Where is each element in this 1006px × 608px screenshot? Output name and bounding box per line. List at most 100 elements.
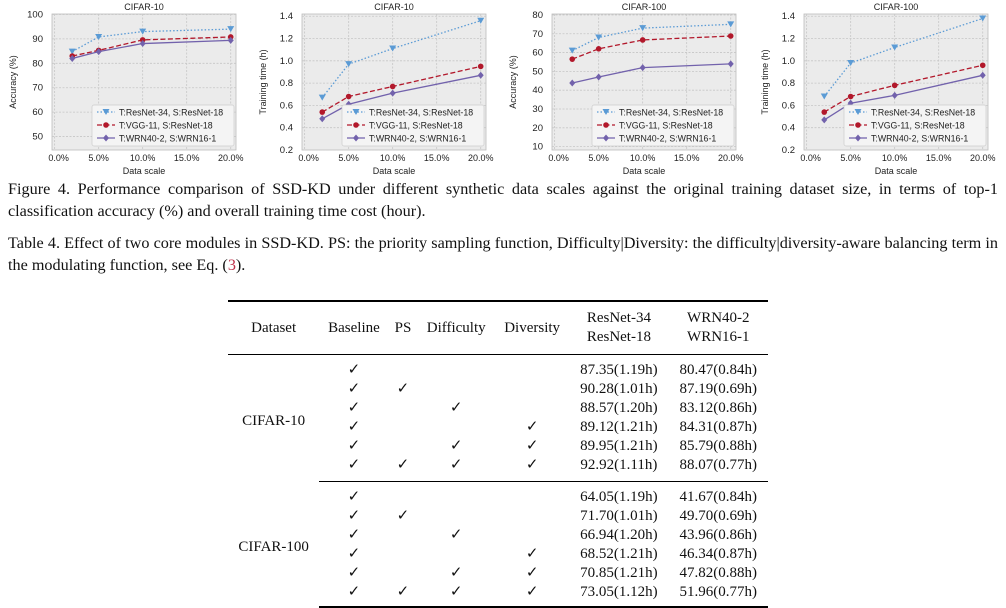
header-dataset: Dataset — [228, 300, 320, 355]
legend-box — [341, 104, 485, 147]
y-tick-label: 40 — [532, 85, 543, 96]
legend-box — [843, 104, 987, 147]
ps-empty — [389, 545, 418, 564]
data-point — [69, 54, 76, 62]
x-tick-label: 15.0% — [174, 153, 200, 163]
wrn-result: 85.79(0.88h) — [679, 438, 758, 454]
figure-caption: Figure 4. Performance comparison of SSD-… — [8, 180, 998, 220]
x-axis-label: Data scale — [623, 166, 666, 176]
x-axis-label: Data scale — [123, 166, 166, 176]
series-line — [321, 74, 481, 120]
data-point — [569, 56, 576, 62]
chart-title: CIFAR-10 — [124, 2, 164, 12]
x-tick-label: 0.0% — [298, 153, 319, 163]
data-point — [727, 33, 734, 39]
chart-svg: 0.0% 5.0% 10.0% 15.0% 20.0% 0.2 0.4 0.6 0.8 1.0 1.… — [760, 2, 996, 176]
legend-label: T:VGG-11, S:ResNet-18 — [369, 121, 463, 131]
ps-empty — [389, 399, 418, 418]
data-point — [821, 109, 828, 115]
legend-label: T:WRN40-2, S:WRN16-1 — [369, 134, 466, 144]
legend-marker — [102, 109, 110, 115]
series-line — [71, 28, 231, 53]
data-point — [595, 73, 602, 81]
difficulty-check: ✓ — [417, 456, 496, 482]
chart-cifar10-time: 0.0% 5.0% 10.0% 15.0% 20.0% 0.2 0.4 0.6 0.8 1.0 1.… — [250, 0, 500, 176]
data-point — [979, 15, 987, 22]
series-line — [72, 36, 231, 57]
difficulty-empty — [417, 482, 495, 508]
wrn-result: 83.12(0.86h) — [679, 400, 758, 416]
data-point — [345, 61, 353, 68]
equation-reference-link[interactable]: 3 — [227, 256, 236, 274]
table-caption-text: Table 4. Effect of two core modules in S… — [8, 234, 998, 274]
difficulty-empty — [417, 355, 495, 381]
chart-title: CIFAR-100 — [874, 2, 919, 12]
baseline-check: ✓ — [319, 583, 389, 608]
x-tick-label: 20.0% — [718, 153, 744, 163]
chart-svg: 0.0% 5.0% 10.0% 15.0% 20.0% 50 60 70 80 90 100 CIFA… — [8, 2, 243, 176]
y-tick-label: 70 — [532, 29, 543, 40]
data-point — [227, 26, 235, 33]
data-point — [95, 48, 102, 56]
ps-check: ✓ — [388, 583, 418, 608]
data-point — [389, 83, 396, 90]
table-row: ✓ ✓ 68.52(1.21h) 46.34(0.87h) — [228, 545, 768, 564]
series-line — [823, 74, 983, 121]
chart-svg: 0.0% 5.0% 10.0% 15.0% 20.0% 0.2 0.4 0.6 0.8 1.0 1.… — [258, 2, 493, 176]
ps-check: ✓ — [388, 456, 418, 482]
data-point — [821, 116, 828, 124]
legend-marker — [855, 134, 861, 142]
wrn-result: 51.96(0.77h) — [668, 583, 768, 608]
legend: T:ResNet-34, S:ResNet-18 T:VGG-11, S:ResN… — [843, 104, 987, 147]
legend: T:ResNet-34, S:ResNet-18 T:VGG-11, S:ResN… — [341, 104, 485, 147]
y-tick-label: 1.0 — [782, 56, 795, 67]
chart-title: CIFAR-10 — [374, 2, 414, 12]
series-0 — [68, 26, 235, 55]
series-line — [321, 65, 481, 113]
y-tick-label: 1.4 — [782, 11, 795, 22]
y-tick-label: 10 — [532, 142, 543, 153]
data-point — [891, 82, 898, 89]
header-wrn: WRN40-2 WRN16-1 — [668, 300, 768, 347]
chart-svg: 0.0% 5.0% 10.0% 15.0% 20.0% 10 20 30 40 50 60 70 80 C… — [508, 2, 744, 176]
legend-label: T:VGG-11, S:ResNet-18 — [871, 121, 965, 131]
x-tick-label: 5.0% — [588, 153, 609, 163]
x-tick-label: 5.0% — [88, 153, 109, 163]
legend-box — [91, 104, 235, 147]
resnet-result: 90.28(1.01h) — [580, 381, 658, 397]
x-tick-label: 20.0% — [970, 153, 996, 163]
y-tick-label: 80 — [32, 58, 43, 69]
data-point — [595, 45, 602, 52]
series-line — [823, 64, 983, 113]
wrn-result: 49.70(0.69h) — [679, 508, 758, 524]
baseline-check: ✓ — [347, 508, 361, 524]
y-tick-label: 80 — [532, 10, 543, 21]
x-tick-label: 15.0% — [926, 153, 952, 163]
legend-label: T:WRN40-2, S:WRN16-1 — [619, 134, 716, 144]
baseline-check: ✓ — [347, 438, 361, 454]
difficulty-empty — [417, 380, 495, 399]
y-tick-label: 70 — [32, 83, 43, 94]
data-point — [979, 62, 986, 69]
table-row: ✓ ✓ 71.70(1.01h) 49.70(0.69h) — [228, 507, 768, 526]
legend-marker — [603, 122, 609, 128]
data-point — [319, 109, 326, 115]
x-tick-label: 15.0% — [674, 153, 700, 163]
table-4: Dataset Baseline PS Difficulty Diversity… — [228, 300, 768, 608]
diversity-empty — [495, 355, 569, 381]
header-resnet34: ResNet-34 — [586, 310, 651, 326]
x-tick-label: 0.0% — [800, 153, 821, 163]
x-tick-label: 10.0% — [882, 153, 908, 163]
diversity-check: ✓ — [525, 438, 539, 454]
table-row: ✓ ✓ 89.12(1.21h) 84.31(0.87h) — [228, 418, 768, 437]
baseline-check: ✓ — [347, 419, 361, 435]
resnet-result: 89.95(1.21h) — [580, 438, 658, 454]
y-tick-label: 60 — [32, 107, 43, 118]
y-tick-label: 0.4 — [782, 123, 795, 134]
resnet-result: 68.52(1.21h) — [580, 546, 658, 562]
legend-label: T:WRN40-2, S:WRN16-1 — [119, 134, 216, 144]
series-line — [321, 20, 481, 99]
series-2 — [821, 71, 986, 124]
header-baseline: Baseline — [319, 300, 389, 355]
diversity-check: ✓ — [525, 419, 539, 435]
